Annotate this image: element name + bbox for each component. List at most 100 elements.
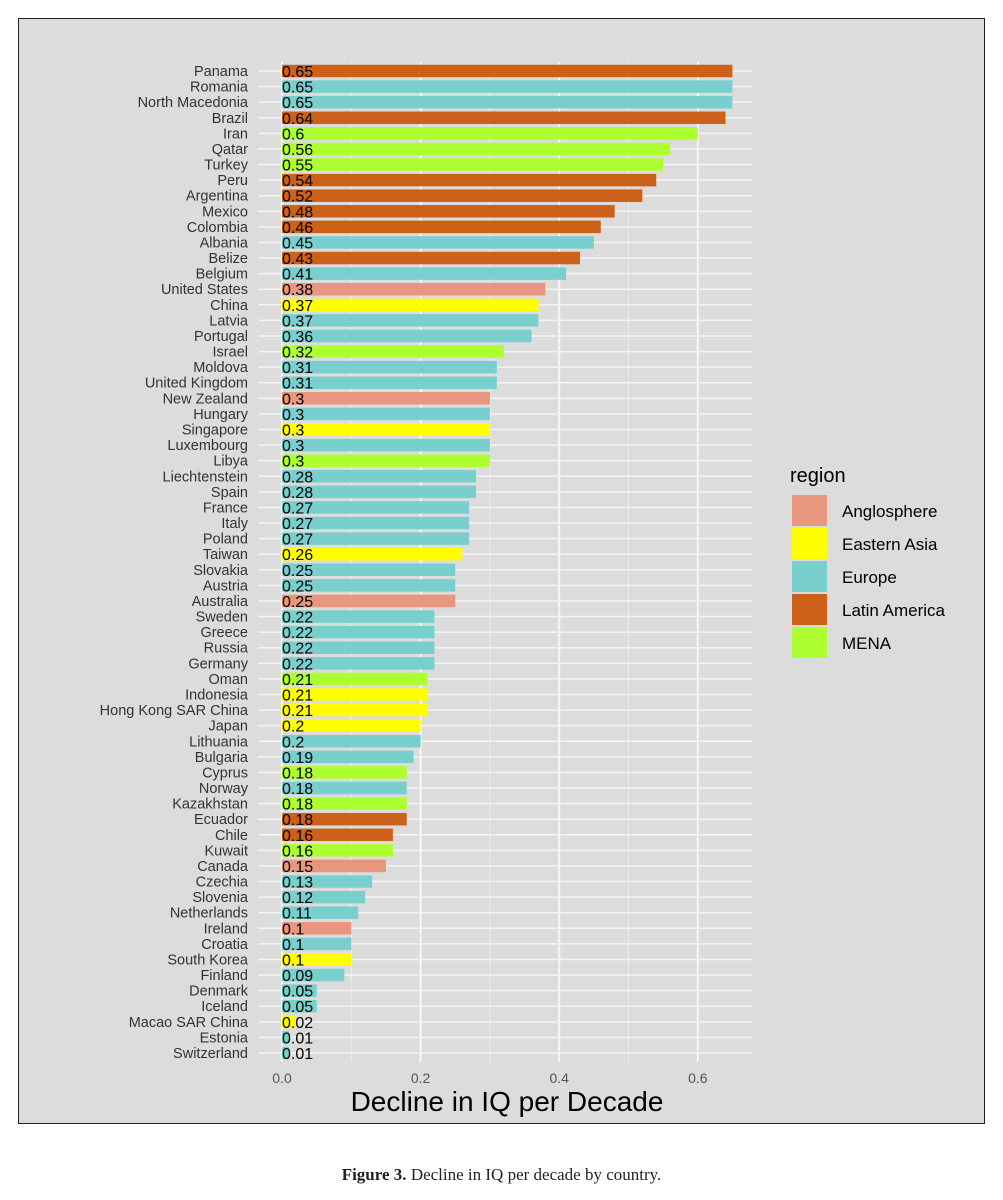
value-label: 0.27: [282, 532, 313, 549]
value-label: 0.65: [282, 64, 313, 81]
bar-australia: [282, 594, 456, 608]
bar-south-korea: [282, 953, 352, 966]
bar-colombia: [282, 220, 601, 234]
country-label: Netherlands: [170, 906, 248, 922]
bar-albania: [282, 236, 594, 249]
country-label: Ireland: [204, 921, 248, 937]
bar-ecuador: [282, 812, 407, 826]
legend-label: Eastern Asia: [842, 535, 938, 554]
value-label: 0.28: [282, 469, 313, 486]
value-label: 0.65: [282, 95, 313, 112]
bar-portugal: [282, 329, 532, 343]
legend-key-latin-america: [792, 594, 827, 625]
country-label: Cyprus: [202, 765, 248, 781]
value-label: 0.36: [282, 329, 313, 346]
bar-peru: [282, 173, 657, 187]
country-label: Argentina: [186, 189, 249, 205]
country-label: Latvia: [209, 313, 249, 329]
bar-oman: [282, 672, 428, 686]
country-label: Hong Kong SAR China: [100, 703, 249, 719]
value-label: 0.54: [282, 173, 313, 190]
value-label: 0.38: [282, 282, 313, 299]
country-label: Slovenia: [192, 890, 249, 906]
country-label: Japan: [208, 719, 248, 735]
value-label: 0.13: [282, 875, 313, 892]
bar-panama: [282, 64, 733, 78]
country-label: Kuwait: [204, 843, 248, 859]
bar-taiwan: [282, 547, 463, 561]
value-label: 0.21: [282, 672, 313, 689]
country-label: Taiwan: [203, 547, 248, 563]
bar-mexico: [282, 205, 615, 218]
bar-luxembourg: [282, 438, 490, 452]
bar-netherlands: [282, 906, 359, 919]
bar-hong-kong-sar-china: [282, 703, 428, 717]
country-label: Qatar: [212, 142, 248, 158]
bar-slovakia: [282, 563, 456, 577]
country-label: Panama: [194, 64, 249, 80]
bar-canada: [282, 859, 386, 873]
value-label: 0.16: [282, 843, 313, 860]
value-label: 0.1: [282, 937, 304, 954]
country-label: Belgium: [196, 267, 248, 283]
value-label: 0.31: [282, 360, 313, 377]
country-label: Macao SAR China: [129, 1015, 249, 1031]
bar-chile: [282, 828, 393, 842]
value-label: 0.18: [282, 765, 313, 782]
bar-croatia: [282, 937, 352, 951]
value-label: 0.1: [282, 952, 304, 969]
country-label: Oman: [209, 672, 249, 688]
caption-label: Figure 3.: [341, 1165, 407, 1184]
country-label: China: [210, 298, 249, 314]
value-label: 0.55: [282, 158, 313, 175]
bar-romania: [282, 80, 733, 93]
bar-ireland: [282, 922, 352, 935]
bar-united-kingdom: [282, 376, 497, 389]
bar-estonia: [282, 1031, 289, 1044]
value-label: 0.01: [282, 1046, 313, 1063]
bar-macao-sar-china: [282, 1015, 296, 1029]
bar-moldova: [282, 360, 497, 374]
bar-cyprus: [282, 766, 407, 779]
country-label: Sweden: [196, 610, 248, 626]
country-label: Kazakhstan: [172, 797, 248, 813]
bar-hungary: [282, 407, 490, 421]
bar-poland: [282, 532, 470, 545]
bar-libya: [282, 454, 490, 467]
value-label: 0.52: [282, 189, 313, 206]
bar-russia: [282, 641, 435, 654]
bar-france: [282, 501, 470, 514]
country-label: Czechia: [196, 875, 249, 891]
country-label: South Korea: [167, 952, 249, 968]
value-label: 0.3: [282, 407, 304, 424]
country-label: Canada: [197, 859, 249, 875]
legend-key-mena: [792, 627, 827, 658]
country-label: Croatia: [201, 937, 249, 953]
country-label: Luxembourg: [167, 438, 248, 454]
bar-iceland: [282, 999, 317, 1013]
value-label: 0.3: [282, 454, 304, 471]
figure-caption: Figure 3. Decline in IQ per decade by co…: [0, 1165, 1003, 1185]
country-label: Turkey: [204, 158, 249, 174]
country-label: United States: [161, 282, 248, 298]
bar-switzerland: [282, 1046, 289, 1060]
country-label: Norway: [199, 781, 249, 797]
value-label: 0.1: [282, 921, 304, 938]
value-label: 0.11: [282, 906, 312, 923]
value-label: 0.18: [282, 781, 313, 798]
value-label: 0.48: [282, 204, 313, 221]
value-label: 0.22: [282, 641, 313, 658]
bar-spain: [282, 485, 477, 499]
bar-argentina: [282, 189, 643, 202]
country-label: Israel: [213, 345, 248, 361]
value-label: 0.37: [282, 313, 313, 330]
legend-key-anglosphere: [792, 495, 827, 526]
bar-greece: [282, 625, 435, 639]
country-label: Ecuador: [194, 812, 248, 828]
country-label: Albania: [200, 235, 249, 251]
bar-iran: [282, 127, 698, 140]
value-label: 0.3: [282, 423, 304, 440]
x-tick-label: 0.6: [688, 1070, 708, 1086]
country-label: New Zealand: [163, 391, 248, 407]
value-label: 0.27: [282, 516, 313, 533]
